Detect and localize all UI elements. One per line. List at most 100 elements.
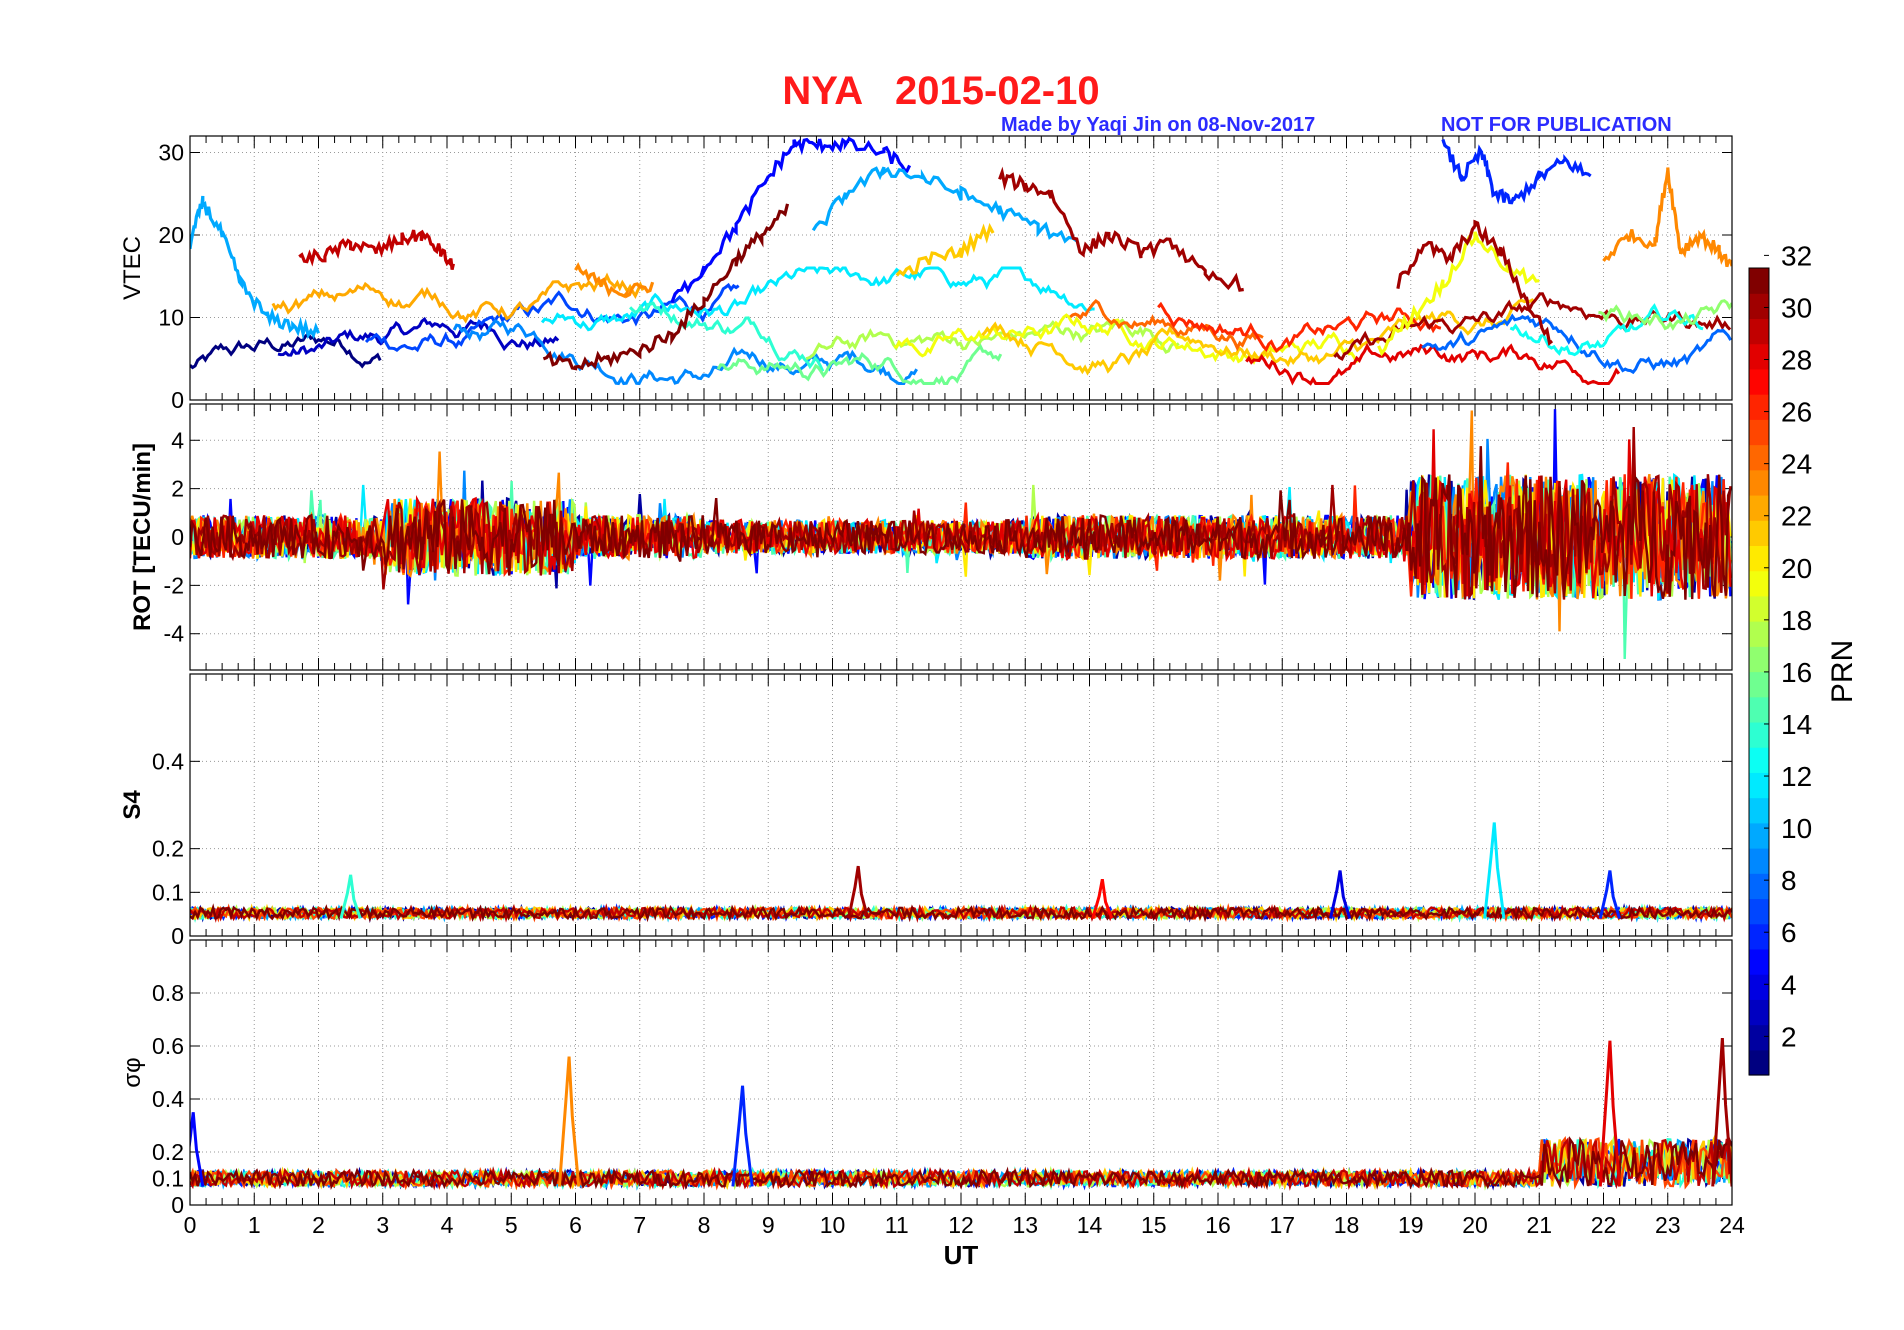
traces [190,822,1732,924]
s4-trace-prn-32 [190,903,1732,923]
colorbar-tick-label: 30 [1781,292,1812,323]
vtec-series-prn-10 [811,166,1078,244]
s4-peak-prn-14 [339,874,362,920]
x-tick-label: 9 [762,1212,775,1238]
chart-title: NYA 2015-02-10 [782,69,1099,113]
vtec-series-prn-5 [670,136,912,303]
sigphi-peak-prn-31 [1711,1037,1732,1187]
x-tick-label: 23 [1655,1212,1681,1238]
sigphi-peak-prn-29 [1598,1040,1622,1187]
credit-text: Made by Yaqi Jin on 08-Nov-2017 [1001,114,1315,136]
colorbar-swatch [1749,494,1769,521]
colorbar-tick-label: 26 [1781,397,1812,428]
vtec-series-prn-24 [1602,167,1732,268]
colorbar-swatch [1749,545,1769,572]
x-tick-label: 7 [633,1212,646,1238]
x-tick-label: 18 [1334,1212,1360,1238]
y-tick-label: 0.2 [152,1139,184,1165]
colorbar-swatch [1749,621,1769,647]
y-axis-label: σφ [119,1057,146,1087]
vtec-trace-prn-1 [190,331,382,370]
panel-vtec: 0 10 20 30 VTEC [119,135,1733,413]
colorbar-tick-label: 4 [1781,969,1797,1000]
x-tick-label: 8 [698,1212,711,1238]
colorbar-tick-label: 18 [1781,605,1812,636]
y-tick-label: 0.4 [152,1086,184,1112]
colorbar-swatch [1749,520,1769,547]
x-tick-label: 22 [1591,1212,1617,1238]
vtec-trace-prn-16 [716,343,1003,386]
x-tick-label: 1 [248,1212,261,1238]
colorbar-swatch [1749,848,1769,874]
vtec-series-prn-32 [542,203,790,371]
x-axis: 0 1 2 3 4 5 6 7 8 9 10 11 12 13 14 15 16 17 18 19 20 21 22 23 24… [184,1212,1745,1270]
y-tick-label: 20 [158,222,184,248]
colorbar-swatch [1749,898,1769,925]
colorbar-swatch [1749,595,1769,622]
vtec-trace-prn-7 [364,282,740,353]
vtec-trace-prn-9 [452,318,918,386]
colorbar-swatch [1749,873,1769,900]
colorbar-swatch [1749,772,1769,799]
colorbar-swatch [1749,974,1769,1000]
colorbar-swatch [1749,343,1769,370]
x-tick-label: 4 [441,1212,454,1238]
traces [190,136,1732,386]
vtec-trace-prn-13 [1509,303,1704,357]
panel-s4: 0 0.1 0.2 0.4S4 [119,673,1733,949]
colorbar-label: PRN [1826,640,1859,703]
colorbar-swatch [1749,721,1769,748]
vtec-trace-prn-17 [1598,299,1732,331]
y-tick-label: -2 [164,572,184,598]
vtec-series-prn-10 [190,195,320,340]
panel-frame [189,135,1733,401]
colorbar-swatch [1749,822,1769,849]
x-tick-label: 3 [376,1212,389,1238]
colorbar-swatch [1749,444,1769,471]
colorbar-swatch [1749,671,1769,698]
colorbar-swatch [1749,318,1769,345]
panel-frame [189,939,1733,1206]
colorbar-tick-label: 22 [1781,501,1812,532]
s4-peak-prn-31 [847,865,870,919]
colorbar-tick-label: 28 [1781,345,1812,376]
panel-frame [189,403,1733,671]
y-tick-label: 0 [171,524,184,550]
y-tick-label: 10 [158,305,184,331]
colorbar-swatch [1749,747,1769,773]
colorbar-swatch [1749,394,1769,420]
colorbar-swatch [1749,948,1769,975]
vtec-trace-prn-3 [277,316,560,357]
x-tick-label: 11 [885,1212,909,1238]
vtec-trace-prn-25 [1069,299,1264,352]
y-tick-label: 0 [171,387,184,413]
traces [190,409,1732,660]
y-tick-label: 4 [171,427,184,453]
x-tick-label: 19 [1398,1212,1424,1238]
sigphi-trace-prn-32 [190,1136,1732,1191]
colorbar-swatch [1749,1024,1769,1051]
y-tick-label: 0.1 [152,1166,184,1192]
colorbar-tick-label: 2 [1781,1021,1797,1052]
colorbar-swatch [1749,368,1769,395]
colorbar-swatch [1749,570,1769,597]
y-tick-label: 2 [171,476,184,502]
x-tick-label: 14 [1077,1212,1103,1238]
x-tick-label: 15 [1141,1212,1167,1238]
y-tick-label: 0 [171,1192,184,1218]
colorbar-swatch [1749,1049,1769,1076]
colorbar-swatch [1749,999,1769,1026]
x-tick-label: 0 [184,1212,197,1238]
x-tick-label: 17 [1269,1212,1295,1238]
x-tick-label: 24 [1719,1212,1745,1238]
colorbar-tick-label: 32 [1781,240,1812,271]
s4-peak-prn-6 [1598,870,1621,919]
x-tick-label: 20 [1462,1212,1488,1238]
vtec-trace-prn-8 [1421,313,1732,375]
colorbar-swatch [1749,293,1769,320]
y-tick-label: 0.8 [152,980,184,1006]
vtec-series-prn-22 [895,222,995,277]
vtec-series-prn-30 [298,229,455,270]
